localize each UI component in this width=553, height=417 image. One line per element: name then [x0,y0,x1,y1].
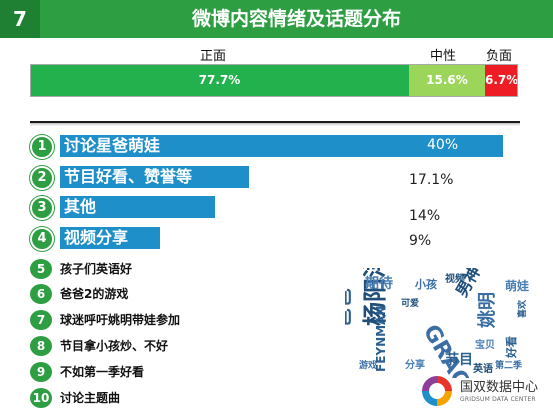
topic-bar [60,227,160,249]
word-cloud: 爸爸 杨阳洋GRACEFEYNMAN男神姚明期待节目萌娃英语小孩好看分享视频游戏喜… [345,268,533,378]
topic-row: 2 节目好看、赞誉等 17.1% [30,166,510,190]
word-cloud-word: 宝贝 [475,338,495,351]
neutral-label: 中性 [430,49,457,64]
negative-segment: 6.7% [485,64,518,97]
word-cloud-word: 分享 [405,358,425,371]
topic-label: 节目好看、赞誉等 [64,167,193,186]
topic-list-label: 球迷呼吁姚明带娃参加 [60,313,181,327]
slide-header: 7 微博内容情绪及话题分布 [0,0,553,38]
topic-percent: 40% [427,137,459,153]
word-cloud-word: 爸爸 [345,288,354,329]
topic-list-label: 讨论主题曲 [60,391,121,405]
topic-number-badge: 7 [30,310,52,330]
topic-number-badge: 6 [30,284,52,304]
topic-percent: 9% [409,233,432,249]
word-cloud-word: 期待 [365,275,393,292]
topic-number-badge: 5 [30,259,52,279]
positive-segment: 77.7% [30,64,409,97]
topic-bar [60,196,215,218]
word-cloud-word: 喜欢 [516,299,528,318]
word-cloud-word: 杨阳洋 [361,268,389,326]
section-divider-shadow [30,123,520,126]
topic-number-badge: 8 [30,336,52,356]
topic-row: 4 视频分享 9% [30,227,510,251]
topic-row: 3 其他 14% [30,196,510,224]
topic-list-label: 节目拿小孩炒、不好 [60,339,169,353]
word-cloud-word: 第二季 [495,359,523,371]
sentiment-bar-frame [30,64,518,97]
topic-label: 视频分享 [64,228,129,247]
word-cloud-word: 小孩 [414,277,437,291]
word-cloud-word: 节目 [445,351,473,368]
gridsum-logo-icon [422,376,452,406]
word-cloud-word: 姚明 [476,292,498,329]
section-divider [30,121,520,123]
topic-label: 其他 [64,197,97,216]
neutral-segment: 15.6% [409,64,485,97]
topic-list-label: 不如第一季好看 [60,365,145,379]
negative-label: 负面 [486,49,513,64]
topic-label: 讨论星爸萌娃 [64,136,161,155]
positive-label: 正面 [200,49,227,64]
topic-number-badge: 10 [30,388,52,408]
word-cloud-word: FEYNMAN [374,306,388,372]
word-cloud-word: 可爱 [401,297,419,309]
topic-number-badge: 2 [30,166,54,190]
topic-number-badge: 4 [30,227,54,251]
gridsum-logo: 国双数据中心 GRIDSUM DATA CENTER [420,372,550,412]
topic-percent: 17.1% [409,172,454,188]
word-cloud-word: 好看 [504,336,518,359]
word-cloud-word: 视频 [445,272,465,285]
logo-name: 国双数据中心 [460,380,539,395]
topic-bar [60,166,249,188]
word-cloud-word: 游戏 [359,359,377,371]
topic-bar [60,135,503,157]
topic-number-badge: 9 [30,362,52,382]
topic-list-label: 爸爸2的游戏 [60,287,129,301]
word-cloud-word: 英语 [472,362,493,375]
topic-number-badge: 1 [30,135,54,159]
topic-row: 1 讨论星爸萌娃 40% [30,135,510,159]
slide-number: 7 [0,0,40,38]
slide-title: 微博内容情绪及话题分布 [191,8,401,30]
topic-number-badge: 3 [30,196,54,220]
word-cloud-word: 萌娃 [505,278,529,293]
logo-subtitle: GRIDSUM DATA CENTER [460,396,536,403]
sentiment-bar: 77.7% 15.6% 6.7% [30,64,518,97]
topic-list-label: 孩子们英语好 [60,262,133,276]
topic-percent: 14% [409,208,441,224]
